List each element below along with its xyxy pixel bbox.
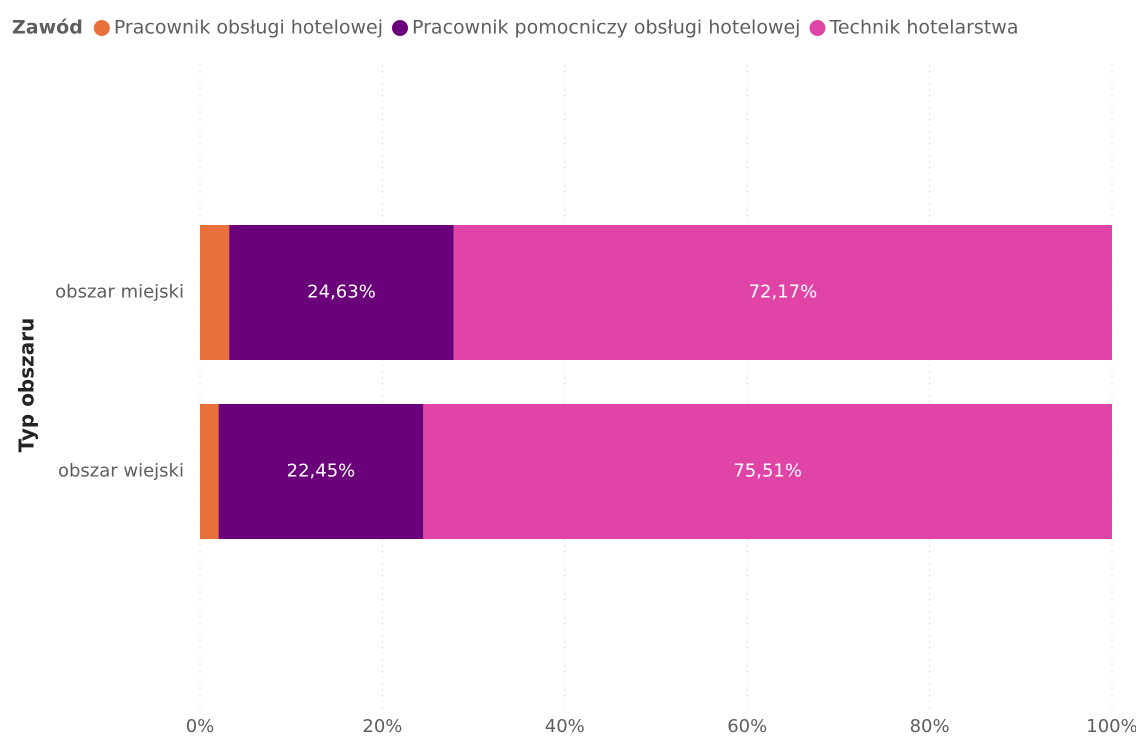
bar-segment	[453, 225, 1113, 360]
x-tick-label: 100%	[1086, 716, 1136, 736]
legend-marker	[392, 20, 408, 36]
x-tick-label: 20%	[362, 716, 402, 736]
legend-marker	[809, 20, 826, 36]
data-label: 72,17%	[749, 282, 818, 303]
legend-label: Technik hotelarstwa	[828, 17, 1018, 39]
legend-label: Pracownik pomocniczy obsługi hotelowej	[412, 17, 800, 39]
x-tick-label: 80%	[910, 716, 950, 736]
y-axis-label: Typ obszaru	[15, 318, 39, 453]
legend-title: Zawód	[12, 17, 83, 39]
legend-marker	[93, 20, 110, 36]
bar-segment	[200, 404, 219, 539]
bar-segment	[229, 225, 454, 360]
bar-segment	[218, 404, 424, 539]
bar-segment	[200, 225, 230, 360]
y-tick-label: obszar miejski	[55, 282, 184, 303]
data-label: 22,45%	[287, 461, 356, 482]
x-tick-label: 60%	[727, 716, 767, 736]
x-tick-label: 0%	[186, 716, 215, 736]
legend-label: Pracownik obsługi hotelowej	[114, 17, 383, 39]
bar-segment	[423, 404, 1113, 539]
x-tick-label: 40%	[545, 716, 585, 736]
data-label: 75,51%	[733, 461, 802, 482]
data-label: 24,63%	[307, 282, 376, 303]
y-tick-label: obszar wiejski	[58, 461, 184, 482]
